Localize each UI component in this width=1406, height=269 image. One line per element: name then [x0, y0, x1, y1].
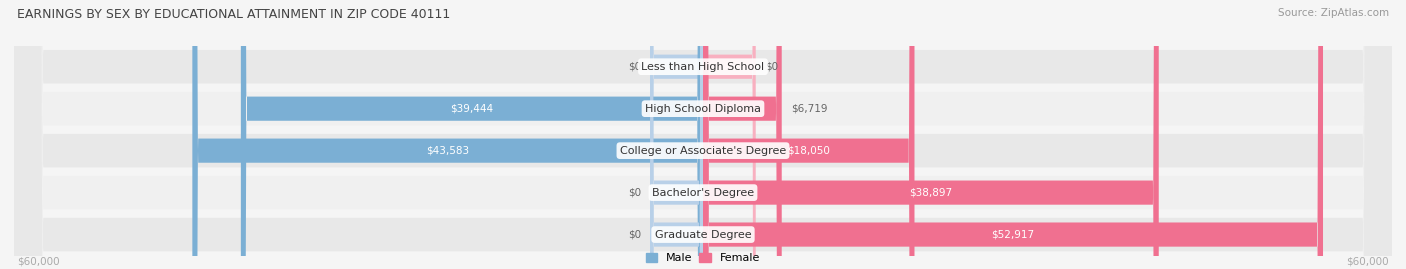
Text: $60,000: $60,000 — [17, 256, 59, 266]
FancyBboxPatch shape — [703, 0, 914, 269]
Text: $39,444: $39,444 — [450, 104, 494, 114]
Text: $0: $0 — [765, 62, 779, 72]
Text: Less than High School: Less than High School — [641, 62, 765, 72]
Text: $6,719: $6,719 — [792, 104, 828, 114]
FancyBboxPatch shape — [14, 0, 1392, 269]
FancyBboxPatch shape — [14, 0, 1392, 269]
Text: EARNINGS BY SEX BY EDUCATIONAL ATTAINMENT IN ZIP CODE 40111: EARNINGS BY SEX BY EDUCATIONAL ATTAINMEN… — [17, 8, 450, 21]
FancyBboxPatch shape — [193, 0, 703, 269]
FancyBboxPatch shape — [650, 0, 703, 269]
FancyBboxPatch shape — [650, 0, 703, 269]
FancyBboxPatch shape — [14, 0, 1392, 269]
FancyBboxPatch shape — [703, 0, 756, 269]
Text: High School Diploma: High School Diploma — [645, 104, 761, 114]
Text: Source: ZipAtlas.com: Source: ZipAtlas.com — [1278, 8, 1389, 18]
FancyBboxPatch shape — [650, 0, 703, 269]
FancyBboxPatch shape — [240, 0, 703, 269]
Text: $52,917: $52,917 — [991, 229, 1035, 240]
FancyBboxPatch shape — [703, 0, 1323, 269]
FancyBboxPatch shape — [703, 0, 782, 269]
Text: $60,000: $60,000 — [1347, 256, 1389, 266]
Text: $0: $0 — [627, 62, 641, 72]
Text: Graduate Degree: Graduate Degree — [655, 229, 751, 240]
FancyBboxPatch shape — [703, 0, 1159, 269]
Text: $0: $0 — [627, 229, 641, 240]
Text: $38,897: $38,897 — [910, 187, 952, 198]
Text: College or Associate's Degree: College or Associate's Degree — [620, 146, 786, 156]
Text: $18,050: $18,050 — [787, 146, 830, 156]
FancyBboxPatch shape — [14, 0, 1392, 269]
FancyBboxPatch shape — [14, 0, 1392, 269]
Text: $0: $0 — [627, 187, 641, 198]
Legend: Male, Female: Male, Female — [647, 253, 759, 263]
Text: Bachelor's Degree: Bachelor's Degree — [652, 187, 754, 198]
Text: $43,583: $43,583 — [426, 146, 470, 156]
